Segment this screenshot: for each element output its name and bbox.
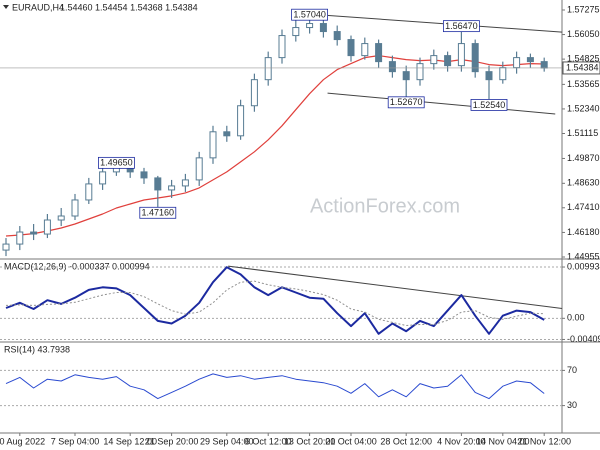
candle-body bbox=[319, 23, 327, 33]
annotation-label: 1.57040 bbox=[293, 10, 326, 20]
candle-body bbox=[416, 63, 424, 81]
y-tick-label: 1.47410 bbox=[567, 202, 600, 212]
candle-body bbox=[43, 219, 51, 235]
annotation-label: 1.56470 bbox=[445, 21, 478, 31]
y-tick-label: -0.004095 bbox=[567, 334, 600, 344]
trendline bbox=[228, 265, 563, 309]
y-tick-label: 1.53565 bbox=[567, 79, 600, 89]
symbol-title: EURAUD,H4 bbox=[12, 2, 64, 12]
trendline bbox=[317, 14, 563, 33]
candle-body bbox=[499, 67, 507, 81]
candle-body bbox=[99, 171, 107, 185]
candle-body bbox=[388, 61, 396, 73]
candle-body bbox=[16, 231, 24, 245]
macd-title: MACD(12,26,9) -0.000337 0.000994 bbox=[4, 261, 150, 271]
x-tick-label: 28 Oct 12:00 bbox=[380, 436, 432, 446]
candle-body bbox=[430, 55, 438, 65]
candle-body bbox=[361, 43, 369, 57]
annotation-label: 1.52670 bbox=[390, 97, 423, 107]
x-tick-label: 4 Nov 20:00 bbox=[437, 436, 486, 446]
x-tick-label: 7 Sep 04:00 bbox=[51, 436, 100, 446]
candle-body bbox=[471, 43, 479, 73]
y-tick-label: 1.57275 bbox=[567, 4, 600, 14]
y-tick-label: 70 bbox=[567, 365, 577, 375]
candle-body bbox=[30, 231, 38, 235]
y-tick-label: 1.54825 bbox=[567, 53, 600, 63]
candle-body bbox=[71, 199, 79, 217]
series-line bbox=[5, 373, 545, 400]
y-tick-label: 1.48630 bbox=[567, 178, 600, 188]
candle-body bbox=[402, 71, 410, 81]
rsi-title: RSI(14) 43.7938 bbox=[4, 344, 70, 354]
candle-body bbox=[250, 79, 258, 107]
candle-body bbox=[264, 57, 272, 81]
x-tick-label: 21 Oct 04:00 bbox=[325, 436, 377, 446]
quote: 1.54460 1.54454 1.54368 1.54384 bbox=[60, 2, 198, 12]
x-tick-label: 21 Nov 12:00 bbox=[517, 436, 571, 446]
candle-body bbox=[154, 177, 162, 191]
candle-body bbox=[209, 131, 217, 159]
series-line bbox=[5, 280, 545, 326]
candle-body bbox=[57, 215, 65, 221]
candle-body bbox=[223, 131, 231, 137]
annotation-box bbox=[291, 8, 329, 21]
candle-body bbox=[181, 179, 189, 187]
annotation-box bbox=[470, 99, 508, 111]
x-tick-label: 21 Sep 20:00 bbox=[145, 436, 199, 446]
candle-body bbox=[292, 27, 300, 37]
candle-body bbox=[278, 35, 286, 59]
last-price-box bbox=[562, 61, 600, 75]
candle-body bbox=[237, 105, 245, 137]
y-tick-label: 1.56050 bbox=[567, 29, 600, 39]
series-line bbox=[5, 266, 545, 335]
candle-body bbox=[85, 183, 93, 201]
x-tick-label: 30 Aug 2022 bbox=[0, 436, 45, 446]
candle-body bbox=[333, 31, 341, 41]
annotation-box bbox=[98, 156, 135, 169]
menu-icon bbox=[3, 5, 9, 9]
watermark: ActionForex.com bbox=[310, 195, 460, 217]
candle-body bbox=[375, 43, 383, 63]
annotation-box bbox=[139, 206, 177, 219]
y-tick-label: 1.51115 bbox=[567, 128, 598, 138]
candle-body bbox=[195, 157, 203, 181]
y-tick-label: 1.44955 bbox=[567, 251, 600, 261]
candle-body bbox=[347, 39, 355, 57]
series-line bbox=[5, 55, 545, 237]
annotation-label: 1.49650 bbox=[100, 158, 133, 168]
x-tick-label: 29 Sep 04:00 bbox=[200, 436, 254, 446]
y-tick-label: 1.52340 bbox=[567, 103, 600, 113]
annotation-box bbox=[442, 20, 480, 33]
x-tick-label: 14 Nov 04:00 bbox=[476, 436, 530, 446]
last-price-label: 1.54384 bbox=[566, 62, 599, 72]
y-tick-label: 0.00 bbox=[567, 313, 585, 323]
candle-body bbox=[540, 61, 548, 69]
annotation-label: 1.52540 bbox=[473, 100, 506, 110]
y-tick-label: 30 bbox=[567, 400, 577, 410]
y-tick-label: 1.49870 bbox=[567, 153, 600, 163]
annotation-label: 1.47160 bbox=[142, 208, 175, 218]
x-tick-label: 6 Oct 12:00 bbox=[245, 436, 292, 446]
candle-body bbox=[444, 55, 452, 67]
candle-body bbox=[306, 23, 314, 29]
candle-body bbox=[140, 171, 148, 179]
trendline bbox=[327, 92, 556, 115]
annotation-box bbox=[387, 96, 425, 109]
y-tick-label: 1.46180 bbox=[567, 227, 600, 237]
candle-body bbox=[2, 243, 10, 251]
x-tick-label: 13 Oct 20:00 bbox=[284, 436, 336, 446]
candle-body bbox=[168, 185, 176, 191]
candle-body bbox=[485, 71, 493, 81]
candle-body bbox=[513, 57, 521, 69]
x-tick-label: 14 Sep 12:00 bbox=[103, 436, 157, 446]
candle-body bbox=[526, 57, 534, 63]
y-tick-label: 0.009934 bbox=[567, 261, 600, 271]
candle-body bbox=[457, 43, 465, 67]
